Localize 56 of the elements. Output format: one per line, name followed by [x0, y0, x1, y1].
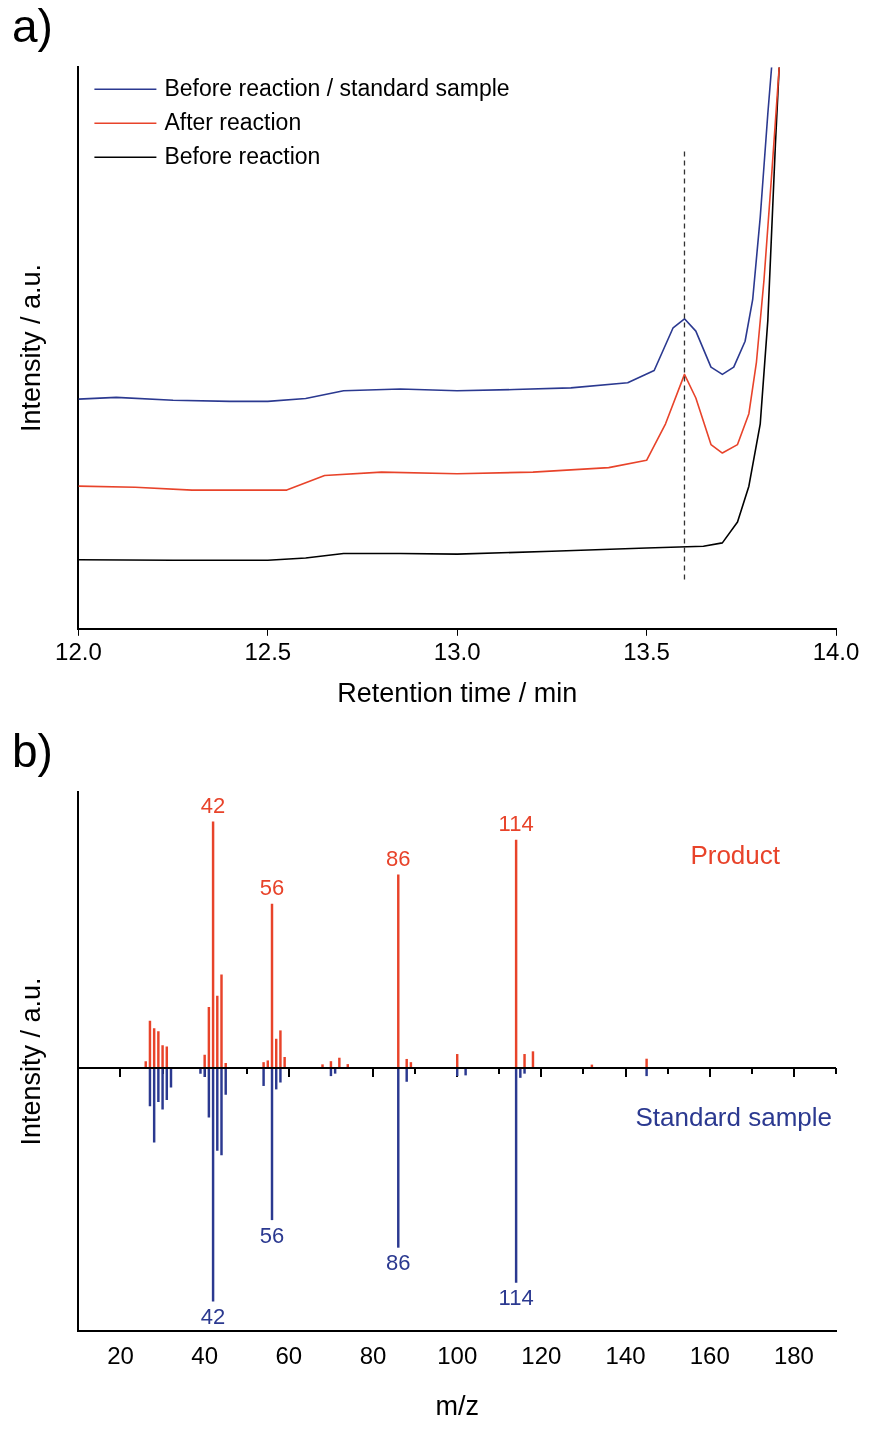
bar — [262, 1067, 265, 1086]
bar — [279, 1030, 282, 1069]
x-tick-label: 140 — [605, 1341, 646, 1369]
annotation: 56 — [259, 1222, 285, 1248]
bar — [321, 1064, 324, 1069]
bar — [216, 1067, 219, 1151]
annotation: 86 — [386, 845, 411, 871]
bar — [405, 1067, 408, 1082]
bar — [338, 1057, 341, 1069]
bar — [397, 874, 400, 1069]
annotation: 114 — [498, 811, 534, 837]
x-tick-label: 13.0 — [433, 637, 481, 665]
x-tick-label: 13.5 — [623, 637, 670, 665]
x-tick-label: 60 — [275, 1341, 303, 1369]
legend-label: Before reaction — [164, 142, 321, 169]
bar — [523, 1054, 526, 1069]
bar — [161, 1067, 164, 1110]
series-label: Standard sample — [635, 1102, 832, 1133]
legend-label: Before reaction / standard sample — [164, 74, 510, 101]
bar — [405, 1058, 408, 1069]
x-tick-label: 40 — [191, 1341, 219, 1369]
chart-title: a) — [12, 0, 53, 53]
annotation: 56 — [259, 875, 285, 901]
bar — [279, 1067, 282, 1083]
chart-title: b) — [12, 725, 53, 778]
annotation: 114 — [498, 1285, 534, 1311]
x-tick-label: 14.0 — [812, 637, 860, 665]
bar — [220, 974, 223, 1069]
x-tick-label: 100 — [437, 1341, 478, 1369]
bar — [262, 1062, 265, 1069]
x-tick-label: 80 — [359, 1341, 387, 1369]
bar — [397, 1067, 400, 1248]
bar — [519, 1067, 522, 1078]
x-axis-title: Retention time / min — [337, 678, 578, 709]
x-tick-label: 20 — [107, 1341, 134, 1369]
legend-label: After reaction — [164, 108, 302, 135]
x-tick-label: 12.5 — [244, 637, 292, 665]
y-axis-title: Intensity / a.u. — [15, 977, 46, 1146]
bar — [523, 1067, 526, 1074]
bar — [645, 1067, 648, 1077]
x-tick-label: 120 — [521, 1341, 562, 1369]
annotation: 86 — [386, 1250, 411, 1276]
x-tick-label: 180 — [773, 1341, 814, 1369]
bar — [199, 1067, 202, 1074]
x-tick-label: 160 — [689, 1341, 730, 1369]
annotation: 42 — [200, 792, 226, 818]
bar — [157, 1031, 160, 1069]
annotation: 42 — [200, 1304, 226, 1330]
x-axis-title: m/z — [435, 1391, 479, 1422]
bar — [203, 1054, 206, 1069]
x-tick-label: 12.0 — [55, 637, 102, 665]
bar — [220, 1067, 223, 1156]
bar — [645, 1058, 648, 1069]
y-axis-title: Intensity / a.u. — [15, 263, 46, 433]
text: Product — [690, 839, 781, 870]
bar — [464, 1067, 467, 1076]
